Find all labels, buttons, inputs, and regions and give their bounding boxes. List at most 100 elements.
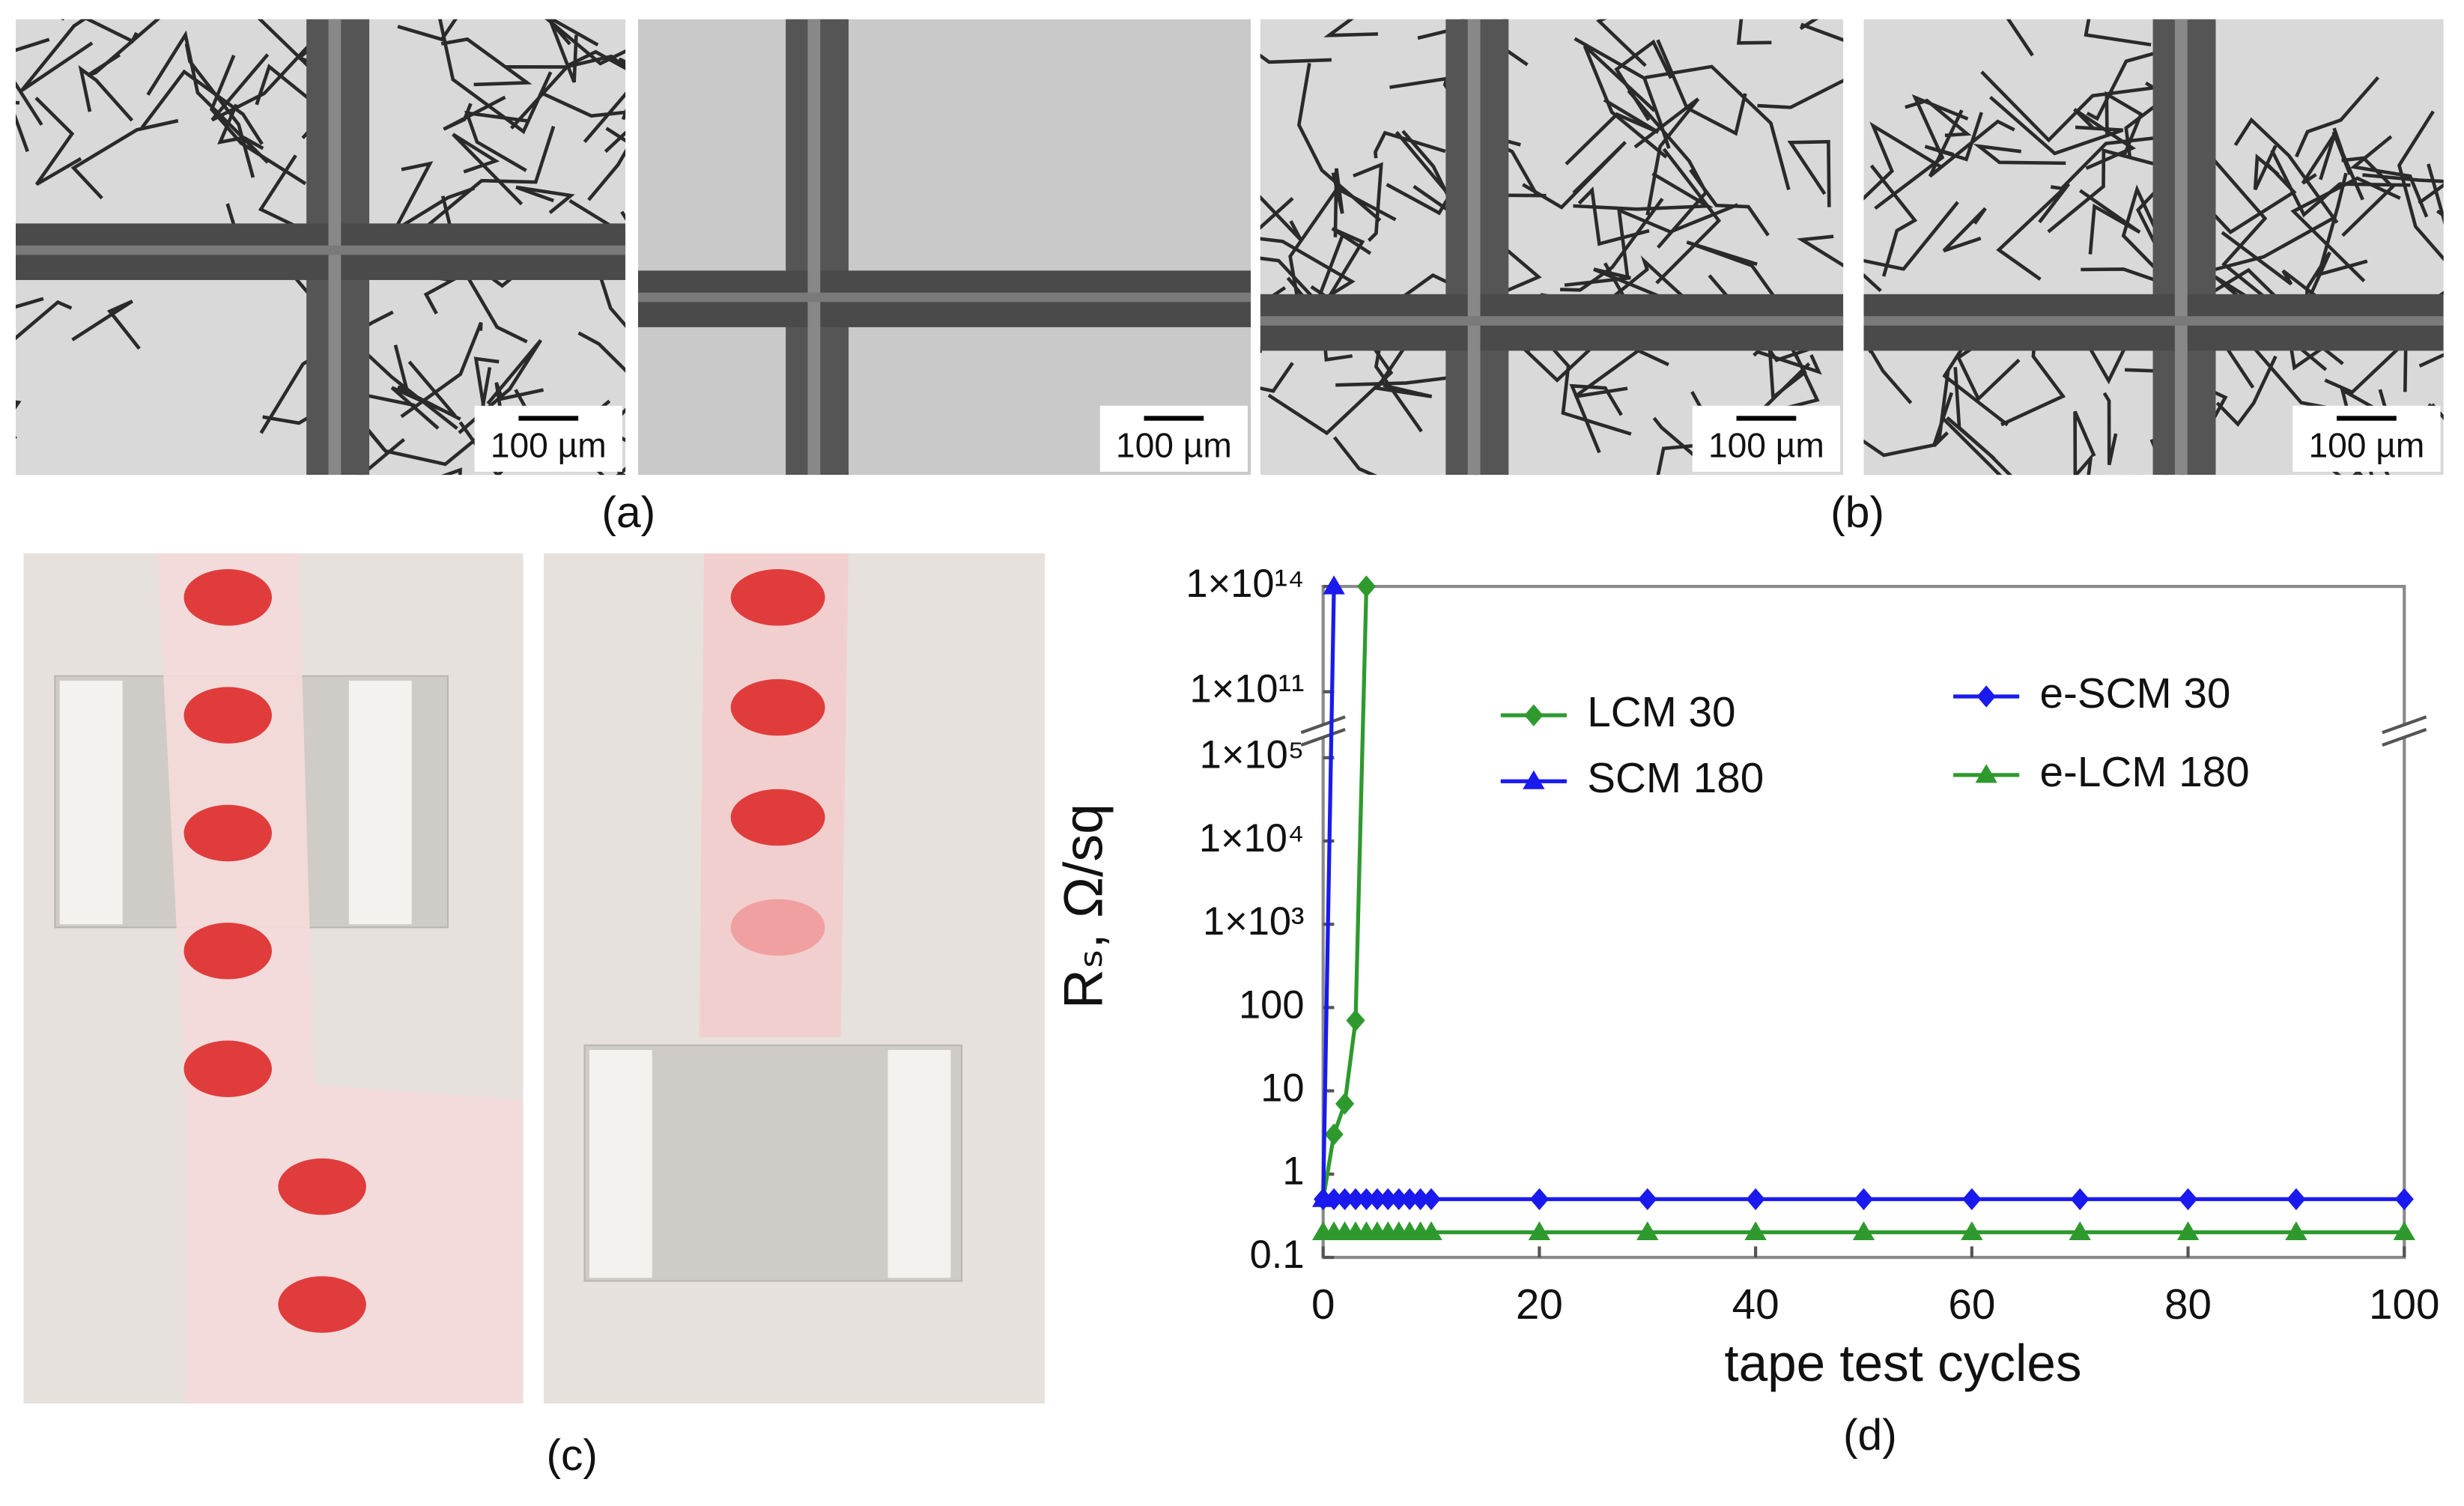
- crack: [1260, 53, 1332, 64]
- photo-content: [23, 553, 524, 1404]
- x-tick-label: 0: [1311, 1281, 1335, 1329]
- crack: [2341, 156, 2395, 237]
- crack: [1928, 109, 2015, 178]
- marker: [1378, 1188, 1398, 1210]
- axis-break-mark: [1300, 715, 1346, 735]
- marker: [1976, 685, 1996, 708]
- crack: [2397, 110, 2444, 261]
- micrograph-content: [15, 19, 626, 476]
- crack: [1990, 452, 2093, 476]
- marker: [1962, 1188, 1982, 1210]
- marker: [1420, 1221, 1442, 1241]
- tape-photo: [543, 553, 1046, 1404]
- crack: [1905, 98, 1972, 138]
- tape-logo: [730, 899, 825, 956]
- marker: [1852, 1221, 1875, 1241]
- wire-highlight: [807, 19, 821, 476]
- marker: [1746, 1188, 1765, 1210]
- marker: [1524, 704, 1544, 726]
- electrode: [348, 680, 412, 925]
- axis-break-mark: [2382, 728, 2427, 747]
- crack: [60, 19, 64, 21]
- crack: [2233, 117, 2339, 224]
- scalebar-label: 100 µm: [1116, 426, 1232, 465]
- crack: [1325, 227, 1372, 302]
- crack: [577, 331, 626, 373]
- marker: [1314, 1188, 1333, 1210]
- marker: [1335, 1093, 1355, 1115]
- crack: [84, 19, 139, 44]
- crack: [1973, 143, 2066, 166]
- crack: [2006, 19, 2034, 57]
- micrograph-content: [637, 19, 1251, 476]
- micrograph-content: [1863, 19, 2444, 476]
- crack: [1689, 168, 1770, 237]
- legend-label: e-LCM 180: [2039, 749, 2249, 796]
- marker: [1529, 1188, 1549, 1210]
- crack: [1596, 19, 1647, 67]
- crack: [86, 19, 161, 77]
- marker: [1346, 1188, 1365, 1210]
- crack: [2215, 355, 2278, 428]
- marker: [2178, 1188, 2198, 1210]
- crack: [359, 437, 405, 476]
- y-tick-label: 1: [1282, 1150, 1304, 1194]
- series: [1312, 1221, 2415, 1241]
- crack: [2206, 152, 2289, 318]
- crack: [1874, 94, 1969, 210]
- y-tick-label: 1×10³: [1203, 900, 1305, 944]
- crack: [257, 19, 319, 76]
- crack: [2362, 173, 2444, 205]
- y-tick-label: 10: [1260, 1066, 1304, 1110]
- crack: [541, 91, 626, 118]
- marker: [2285, 1221, 2307, 1241]
- crack: [2349, 135, 2429, 218]
- y-tick-label: 1×10¹⁴: [1186, 562, 1304, 606]
- micrograph: 100 µm: [15, 19, 626, 476]
- crack: [2316, 172, 2368, 277]
- x-tick-label: 80: [2164, 1281, 2212, 1329]
- crack: [1988, 95, 2124, 156]
- marker: [1411, 1188, 1430, 1210]
- crack: [1980, 70, 2159, 143]
- tape-logo: [183, 804, 272, 862]
- crack: [71, 300, 141, 350]
- photos: 100 µm 100 µm 100 µm 100 µm: [15, 19, 2444, 1404]
- crack: [506, 54, 626, 70]
- marker: [2176, 1221, 2200, 1241]
- crack: [1863, 392, 1954, 458]
- crack: [2121, 184, 2169, 282]
- marker: [2287, 1188, 2306, 1210]
- crack: [1942, 417, 2003, 476]
- crack: [1737, 19, 1772, 45]
- crack: [1260, 362, 1294, 393]
- crack: [544, 19, 626, 66]
- crack: [510, 49, 626, 130]
- electrode: [589, 1050, 652, 1278]
- legend-label: SCM 180: [1587, 755, 1764, 802]
- panel-label: (a): [601, 488, 655, 537]
- crack: [15, 81, 43, 153]
- plot-frame: [1321, 584, 2406, 1260]
- axis-break-mark: [1300, 728, 1346, 747]
- wire-highlight: [1863, 316, 2444, 326]
- tape-logo: [730, 678, 825, 736]
- crack: [15, 400, 22, 439]
- crack: [583, 91, 626, 144]
- crack: [1633, 97, 1700, 216]
- wire-highlight: [1260, 316, 1844, 326]
- photo-bg: [637, 19, 1251, 476]
- y-tick-label: 1×10¹¹: [1189, 668, 1304, 711]
- micrograph-content: [1260, 19, 1844, 476]
- crack: [1645, 64, 1791, 190]
- crack: [464, 111, 529, 172]
- crack: [1323, 19, 1378, 37]
- marker: [1389, 1188, 1409, 1210]
- crack: [1332, 436, 1378, 476]
- marker: [1324, 1188, 1344, 1210]
- wire-highlight: [637, 292, 1251, 303]
- crack: [1863, 121, 1943, 201]
- marker: [1368, 1188, 1387, 1210]
- crack: [1996, 182, 2071, 281]
- x-tick-label: 20: [1516, 1281, 1563, 1329]
